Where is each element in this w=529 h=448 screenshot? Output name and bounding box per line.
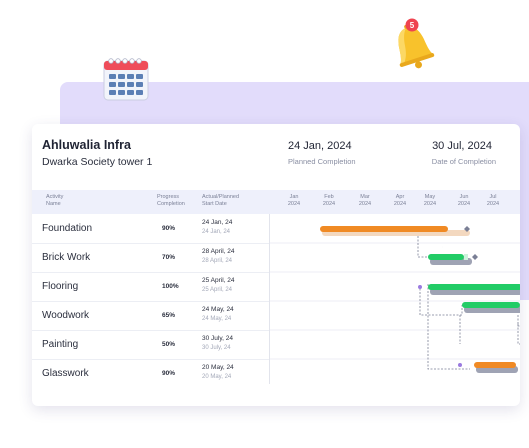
progress-value: 100% xyxy=(162,283,179,290)
gantt-chart xyxy=(270,226,520,373)
project-schedule-card: Ahluwalia Infra Dwarka Society tower 1 2… xyxy=(32,124,520,406)
actual-start-date: 30 July, 24 xyxy=(202,335,233,342)
gantt-bar-brick-work[interactable] xyxy=(428,254,478,265)
activity-row-flooring[interactable]: Flooring 100% 25 April, 24 25 April, 24 xyxy=(32,272,269,302)
gantt-bar-foundation[interactable] xyxy=(320,226,470,236)
actual-start-date: 24 May, 24 xyxy=(202,306,234,313)
planned-start-date: 30 July, 24 xyxy=(202,345,231,351)
calendar-icon xyxy=(103,58,149,101)
column-divider xyxy=(269,214,270,384)
activity-name-header: Activity Name xyxy=(46,194,64,207)
notification-bell-icon[interactable]: 5 xyxy=(388,16,438,74)
progress-value: 90% xyxy=(162,370,176,377)
planned-start-date: 28 April, 24 xyxy=(202,258,233,264)
company-title: Ahluwalia Infra xyxy=(42,138,131,152)
planned-start-date: 25 April, 24 xyxy=(202,287,233,293)
table-header: Activity Name Progress Completion Actual… xyxy=(32,190,520,214)
planned-completion-date: 24 Jan, 2024 xyxy=(288,140,352,152)
activity-name: Woodwork xyxy=(42,310,90,321)
completion-date: 30 Jul, 2024 xyxy=(432,140,492,152)
activity-row-painting[interactable]: Painting 50% 30 July, 24 30 July, 24 xyxy=(32,330,269,360)
notification-badge xyxy=(405,18,419,32)
activity-name: Glasswork xyxy=(42,368,89,379)
start-date-header: Actual/Planned Start Date xyxy=(202,194,239,207)
actual-start-date: 24 Jan, 24 xyxy=(202,219,233,226)
month-apr: Apr 2024 xyxy=(393,194,407,207)
planned-completion-label: Planned Completion xyxy=(288,157,356,166)
progress-value: 90% xyxy=(162,225,176,232)
activity-row-woodwork[interactable]: Woodwork 65% 24 May, 24 24 May, 24 xyxy=(32,301,269,331)
actual-start-date: 25 April, 24 xyxy=(202,277,235,284)
activity-name: Flooring xyxy=(42,281,79,292)
activity-name: Painting xyxy=(42,339,79,350)
dependency-lines xyxy=(417,229,520,370)
notification-count: 5 xyxy=(410,21,415,30)
activity-name: Brick Work xyxy=(42,252,91,263)
completion-date-label: Date of Completion xyxy=(431,157,496,166)
planned-start-date: 24 May, 24 xyxy=(202,316,232,322)
month-may: May 2024 xyxy=(423,194,437,207)
planned-start-date: 20 May, 24 xyxy=(202,374,232,380)
gantt-bar-glasswork[interactable] xyxy=(458,362,518,373)
progress-value: 65% xyxy=(162,312,176,319)
activity-row-foundation[interactable]: Foundation 90% 24 Jan, 24 24 Jan, 24 xyxy=(32,214,269,244)
gantt-bar-flooring[interactable] xyxy=(418,284,520,295)
progress-value: 50% xyxy=(162,341,176,348)
progress-value: 70% xyxy=(162,254,176,261)
gantt-bar-woodwork[interactable] xyxy=(462,302,520,313)
month-jun: Jun 2024 xyxy=(457,194,471,207)
activity-row-brick-work[interactable]: Brick Work 70% 28 April, 24 28 April, 24 xyxy=(32,243,269,273)
activity-row-glasswork[interactable]: Glasswork 90% 20 May, 24 20 May, 24 xyxy=(32,359,269,388)
month-mar: Mar 2024 xyxy=(358,194,372,207)
month-jul: Jul 2024 xyxy=(486,194,500,207)
activity-name: Foundation xyxy=(42,223,93,234)
progress-header: Progress Completion xyxy=(157,194,185,207)
actual-start-date: 28 April, 24 xyxy=(202,248,235,255)
project-name: Dwarka Society tower 1 xyxy=(42,156,153,168)
planned-start-date: 24 Jan, 24 xyxy=(202,229,231,235)
month-feb: Feb 2024 xyxy=(322,194,336,207)
month-jan: Jan 2024 xyxy=(287,194,301,207)
actual-start-date: 20 May, 24 xyxy=(202,364,234,371)
